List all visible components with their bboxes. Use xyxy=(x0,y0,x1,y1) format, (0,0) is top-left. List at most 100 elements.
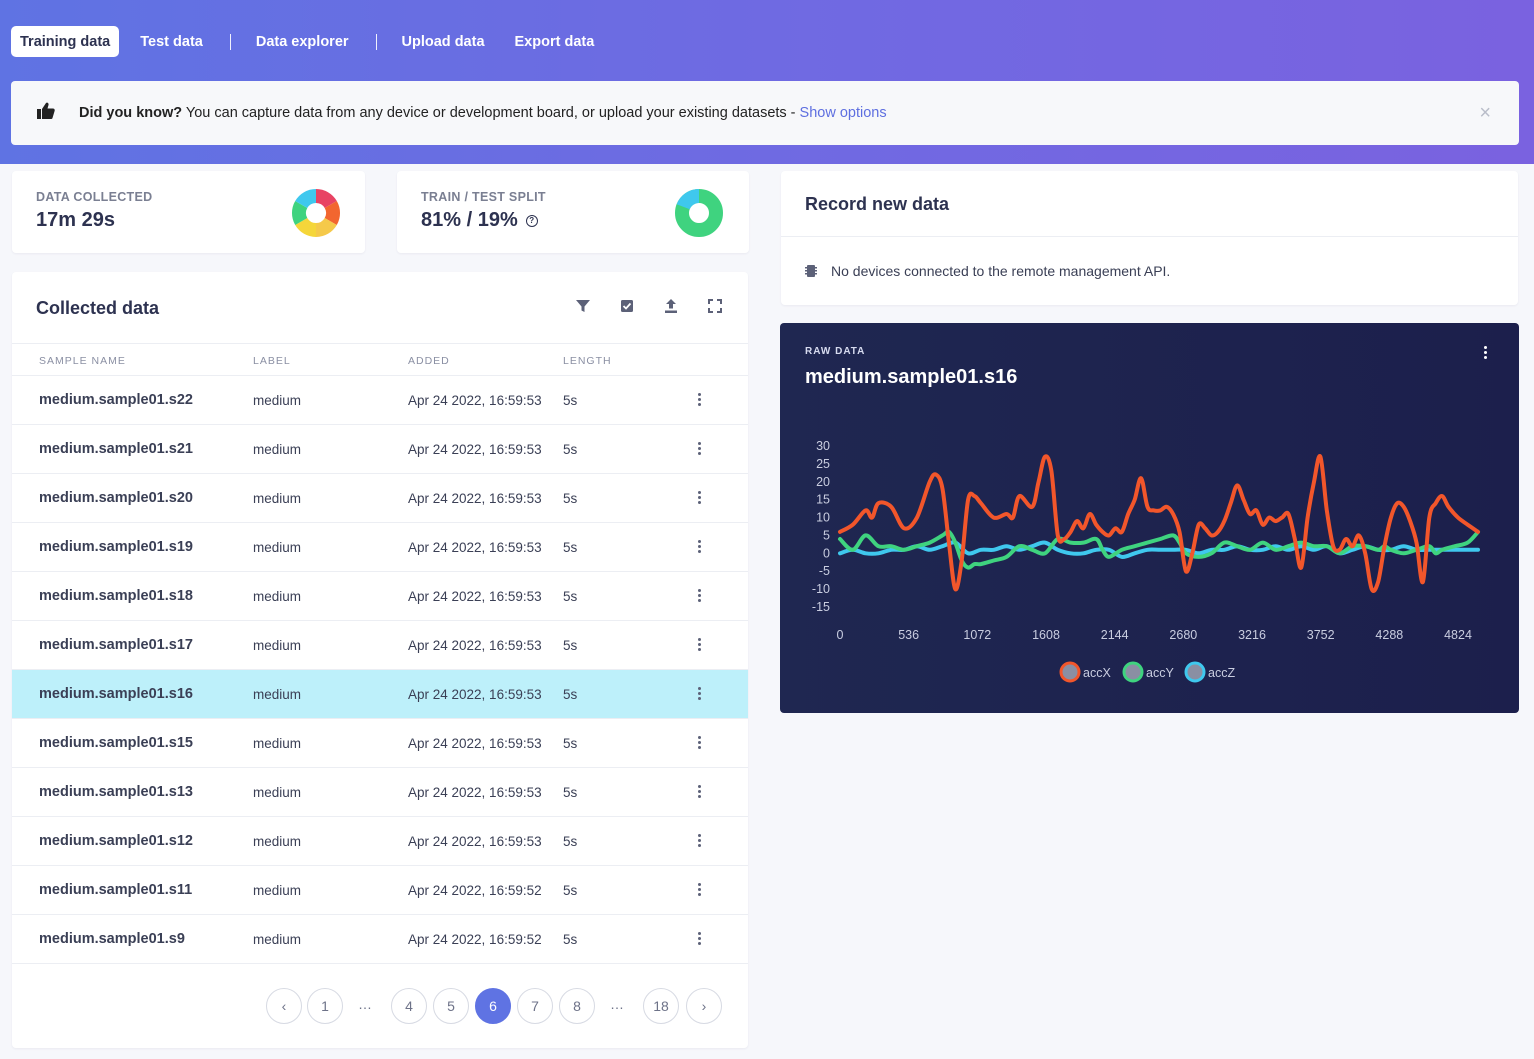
page-button-8[interactable]: 8 xyxy=(559,988,595,1024)
page-button-6[interactable]: 6 xyxy=(475,988,511,1024)
x-tick-label: 4288 xyxy=(1375,628,1403,642)
row-options-icon[interactable] xyxy=(698,638,702,652)
x-tick-label: 1608 xyxy=(1032,628,1060,642)
sample-length: 5s xyxy=(563,442,578,457)
row-options-icon[interactable] xyxy=(698,393,702,407)
sample-length: 5s xyxy=(563,638,578,653)
table-row[interactable]: medium.sample01.s12 medium Apr 24 2022, 16… xyxy=(12,817,748,866)
did-you-know-banner: Did you know? You can capture data from … xyxy=(11,81,1519,145)
x-tick-label: 2680 xyxy=(1169,628,1197,642)
tip-bold: Did you know? xyxy=(79,105,183,121)
column-added[interactable]: ADDED xyxy=(408,355,450,367)
sample-label: medium xyxy=(253,785,302,800)
table-row[interactable]: medium.sample01.s18 medium Apr 24 2022, 16… xyxy=(12,572,748,621)
table-row[interactable]: medium.sample01.s13 medium Apr 24 2022, 16… xyxy=(12,768,748,817)
no-devices-message: No devices connected to the remote manag… xyxy=(831,263,1171,279)
raw-data-panel: RAW DATA medium.sample01.s16 30 25 20 15 10 5… xyxy=(780,323,1519,713)
table-header: SAMPLE NAME LABEL ADDED LENGTH xyxy=(12,343,748,376)
sample-label: medium xyxy=(253,932,302,947)
upload-icon[interactable] xyxy=(663,298,679,314)
data-collected-value: 17m 29s xyxy=(36,209,115,231)
row-options-icon[interactable] xyxy=(698,736,702,750)
page-button-5[interactable]: 5 xyxy=(433,988,469,1024)
page-next-button[interactable]: › xyxy=(686,988,722,1024)
sample-label: medium xyxy=(253,883,302,898)
legend-label[interactable]: accZ xyxy=(1208,666,1235,680)
row-options-icon[interactable] xyxy=(698,687,702,701)
sample-added: Apr 24 2022, 16:59:53 xyxy=(408,785,542,800)
table-row[interactable]: medium.sample01.s17 medium Apr 24 2022, 16… xyxy=(12,621,748,670)
tip-message: You can capture data from any device or … xyxy=(182,105,800,121)
column-label[interactable]: LABEL xyxy=(253,355,291,367)
table-row[interactable]: medium.sample01.s15 medium Apr 24 2022, 16… xyxy=(12,719,748,768)
close-icon[interactable]: × xyxy=(1479,102,1491,124)
row-options-icon[interactable] xyxy=(698,785,702,799)
filter-icon[interactable] xyxy=(575,298,591,314)
train-test-split-value: 81% / 19%? xyxy=(421,209,538,232)
legend-swatch-accZ[interactable] xyxy=(1184,661,1206,683)
page-button-4[interactable]: 4 xyxy=(391,988,427,1024)
tab-data-explorer[interactable]: Data explorer xyxy=(255,33,349,50)
record-new-data-card: Record new data No devices connected to … xyxy=(781,171,1518,305)
row-options-icon[interactable] xyxy=(698,834,702,848)
sample-length: 5s xyxy=(563,589,578,604)
tab-export-data[interactable]: Export data xyxy=(514,33,595,50)
tip-text: Did you know? You can capture data from … xyxy=(79,105,887,121)
sample-name: medium.sample01.s12 xyxy=(39,833,193,849)
sample-label: medium xyxy=(253,736,302,751)
row-options-icon[interactable] xyxy=(698,540,702,554)
tab-training-data[interactable]: Training data xyxy=(11,26,120,57)
sample-name: medium.sample01.s19 xyxy=(39,539,193,555)
legend-swatch-accY[interactable] xyxy=(1122,661,1144,683)
more-options-icon[interactable] xyxy=(1484,346,1488,360)
sample-name: medium.sample01.s20 xyxy=(39,490,193,506)
table-row[interactable]: medium.sample01.s11 medium Apr 24 2022, 16… xyxy=(12,866,748,915)
row-options-icon[interactable] xyxy=(698,442,702,456)
legend-swatch-accX[interactable] xyxy=(1059,661,1081,683)
x-tick-label: 2144 xyxy=(1101,628,1129,642)
page-prev-button[interactable]: ‹ xyxy=(266,988,302,1024)
raw-data-chart: 30 25 20 15 10 5 0 -5 -10 -15 0 536 1072 1608 2144 2680… xyxy=(812,439,1480,683)
column-sample-name[interactable]: SAMPLE NAME xyxy=(39,355,126,367)
table-row[interactable]: medium.sample01.s21 medium Apr 24 2022, 16… xyxy=(12,425,748,474)
column-length[interactable]: LENGTH xyxy=(563,355,612,367)
y-tick-label: 5 xyxy=(823,528,830,542)
sample-length: 5s xyxy=(563,687,578,702)
show-options-link[interactable]: Show options xyxy=(799,105,887,121)
fullscreen-icon[interactable] xyxy=(707,298,723,314)
y-tick-label: 25 xyxy=(816,457,830,471)
y-tick-label: 10 xyxy=(816,511,830,525)
row-options-icon[interactable] xyxy=(698,883,702,897)
table-row[interactable]: medium.sample01.s9 medium Apr 24 2022, 16:… xyxy=(12,915,748,964)
record-title: Record new data xyxy=(805,194,950,214)
sample-name: medium.sample01.s21 xyxy=(39,441,193,457)
tab-upload-data[interactable]: Upload data xyxy=(401,33,485,50)
row-options-icon[interactable] xyxy=(698,491,702,505)
sample-name: medium.sample01.s15 xyxy=(39,735,193,751)
tab-test-data[interactable]: Test data xyxy=(140,33,203,50)
x-tick-label: 1072 xyxy=(963,628,991,642)
row-options-icon[interactable] xyxy=(698,589,702,603)
x-tick-label: 536 xyxy=(898,628,919,642)
sample-length: 5s xyxy=(563,883,578,898)
page-button-1[interactable]: 1 xyxy=(307,988,343,1024)
divider xyxy=(781,236,1518,237)
select-checkbox-icon[interactable] xyxy=(619,298,635,314)
sample-added: Apr 24 2022, 16:59:52 xyxy=(408,883,542,898)
split-value-text: 81% / 19% xyxy=(421,209,518,231)
sample-added: Apr 24 2022, 16:59:53 xyxy=(408,442,542,457)
sample-added: Apr 24 2022, 16:59:53 xyxy=(408,687,542,702)
row-options-icon[interactable] xyxy=(698,932,702,946)
page-button-18[interactable]: 18 xyxy=(643,988,679,1024)
table-row[interactable]: medium.sample01.s20 medium Apr 24 2022, 16… xyxy=(12,474,748,523)
sample-added: Apr 24 2022, 16:59:53 xyxy=(408,834,542,849)
table-row[interactable]: medium.sample01.s16 medium Apr 24 2022, 16… xyxy=(12,670,748,719)
legend-label[interactable]: accY xyxy=(1146,666,1174,680)
table-row[interactable]: medium.sample01.s19 medium Apr 24 2022, 16… xyxy=(12,523,748,572)
sample-length: 5s xyxy=(563,736,578,751)
table-row[interactable]: medium.sample01.s22 medium Apr 24 2022, 16… xyxy=(12,376,748,425)
legend-label[interactable]: accX xyxy=(1083,666,1111,680)
sample-label: medium xyxy=(253,491,302,506)
page-button-7[interactable]: 7 xyxy=(517,988,553,1024)
help-icon[interactable]: ? xyxy=(525,215,538,227)
